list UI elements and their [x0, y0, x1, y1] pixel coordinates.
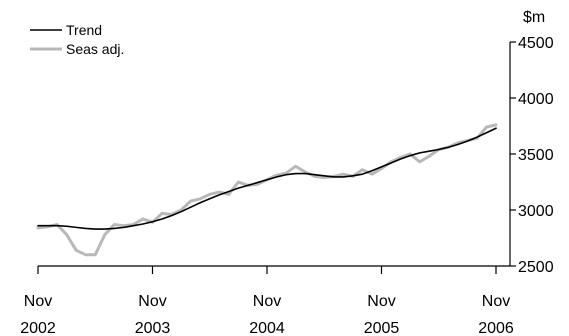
y-tick-label: 4000: [518, 91, 554, 108]
legend-label-trend: Trend: [66, 22, 102, 38]
series-line-trend: [37, 127, 497, 230]
y-axis-unit-label: $m: [523, 9, 545, 26]
x-tick-label-year: 2004: [249, 320, 285, 336]
legend-label-seas-adj: Seas adj.: [66, 41, 124, 57]
x-tick-label-month: Nov: [482, 293, 510, 310]
y-tick-label: 4500: [518, 35, 554, 52]
x-tick-label-year: 2003: [135, 320, 171, 336]
x-tick-label-month: Nov: [24, 293, 52, 310]
x-tick-label-year: 2006: [478, 320, 514, 336]
y-tick-label: 2500: [518, 259, 554, 276]
axes: 2500 3000 3500 4000 4500 Nov 2002 Nov 2003 Nov 200…: [20, 35, 553, 336]
legend: Trend Seas adj.: [30, 22, 124, 57]
x-tick-label-month: Nov: [253, 293, 281, 310]
series-line-seas-adj: [36, 123, 498, 257]
x-tick-label-year: 2005: [364, 320, 400, 336]
x-tick-label-month: Nov: [367, 293, 395, 310]
series-layer: [36, 123, 498, 257]
x-tick-label-month: Nov: [138, 293, 166, 310]
y-tick-label: 3000: [518, 203, 554, 220]
x-tick-label-year: 2002: [20, 320, 56, 336]
y-tick-label: 3500: [518, 147, 554, 164]
